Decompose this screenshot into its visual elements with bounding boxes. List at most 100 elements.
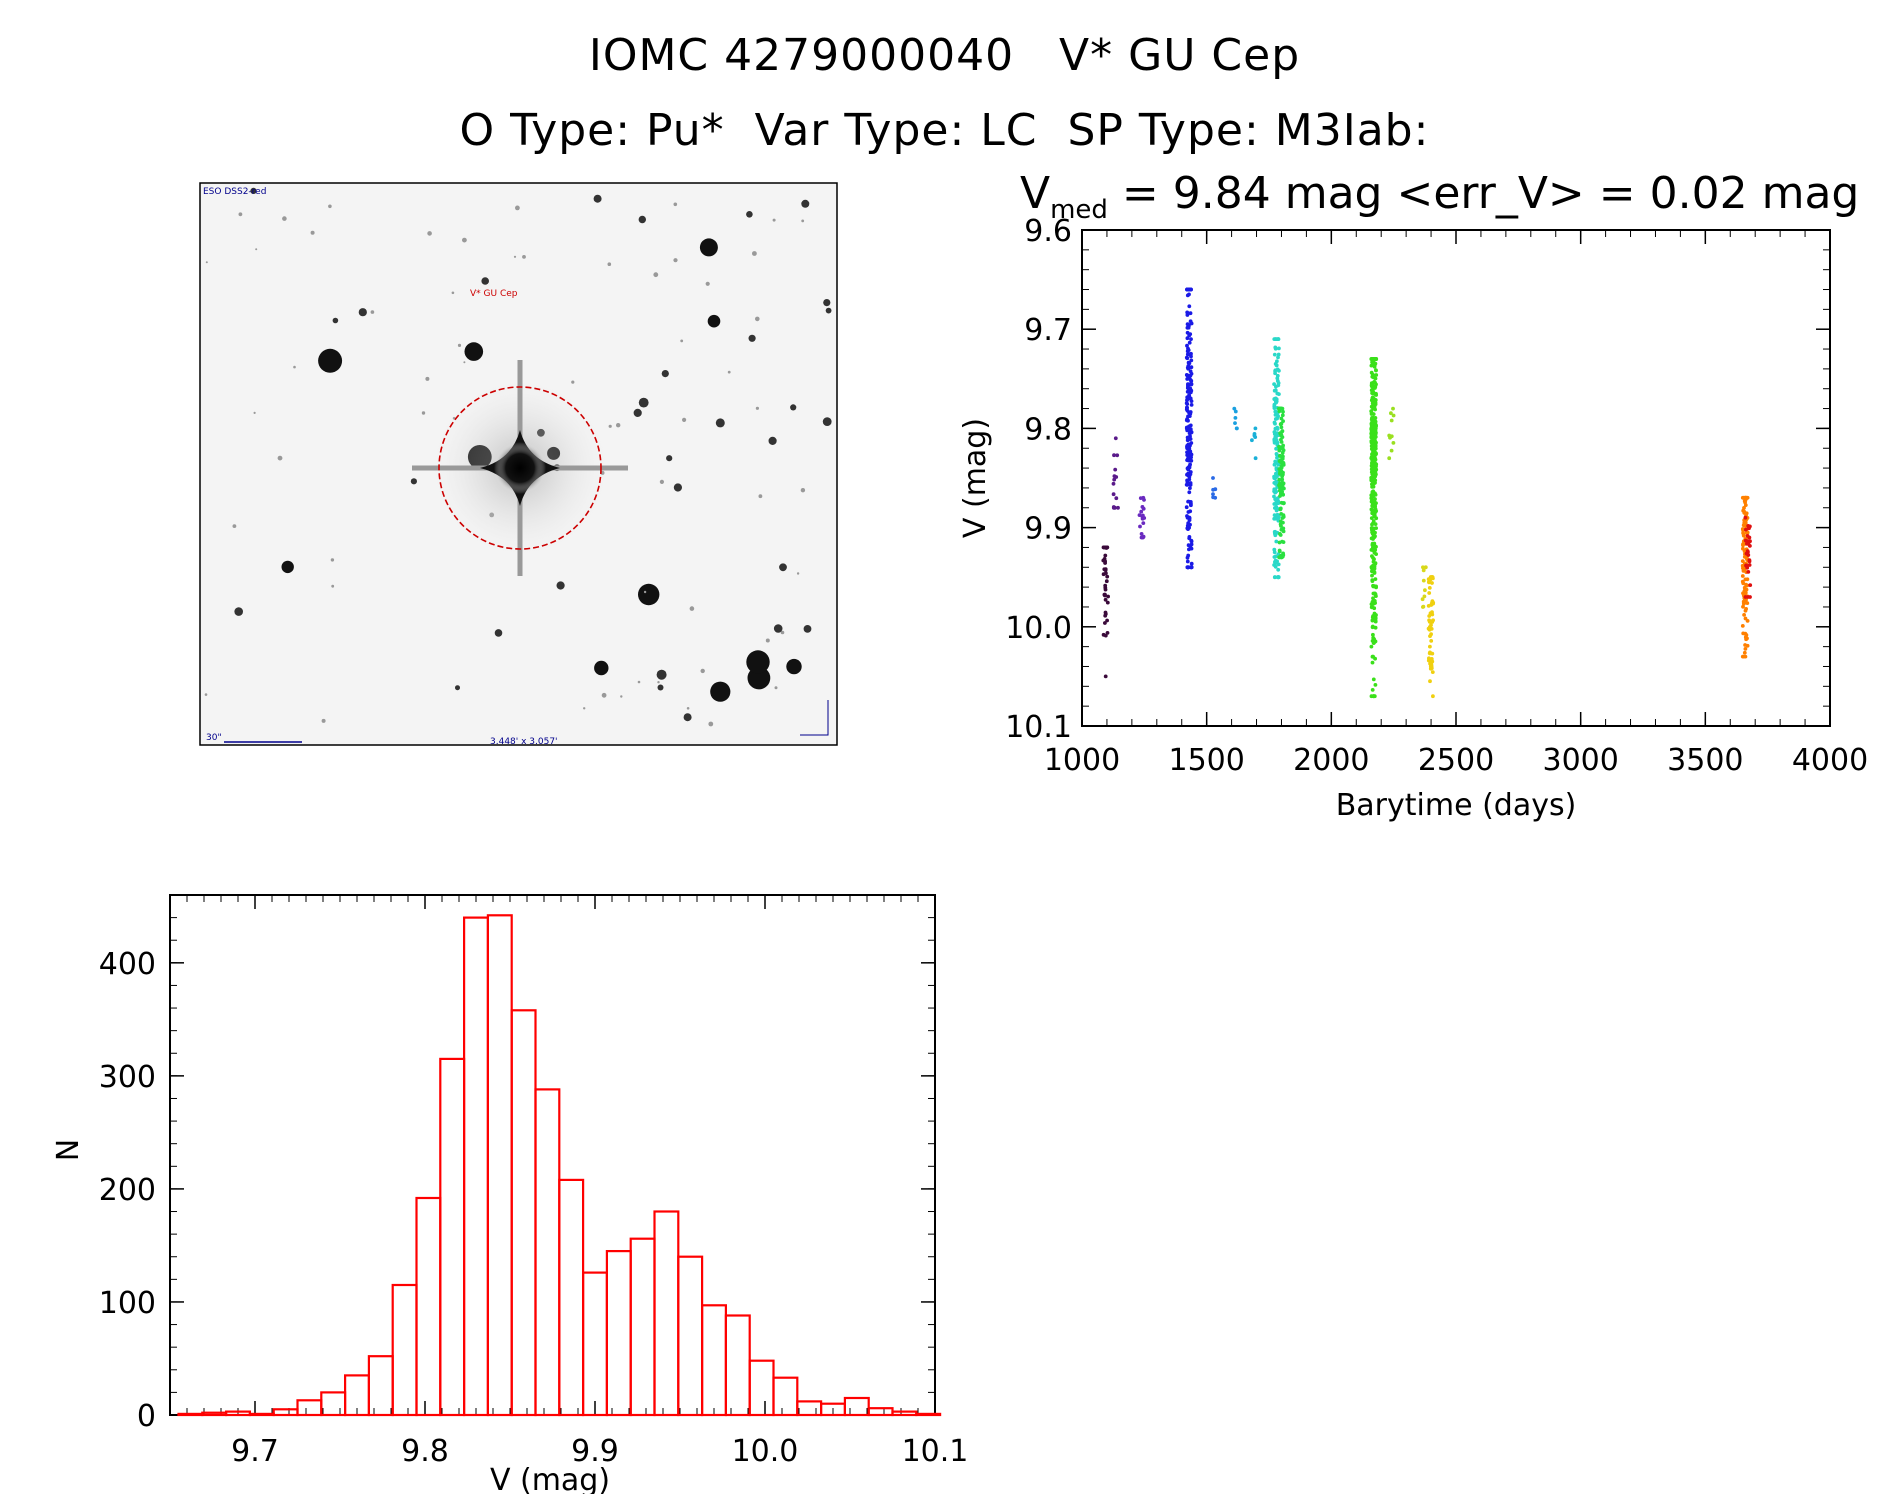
star	[707, 314, 721, 328]
lc-point	[1274, 489, 1279, 494]
lc-point	[1370, 531, 1375, 536]
lc-xtick-label: 2000	[1293, 743, 1369, 778]
lc-point	[1373, 444, 1378, 448]
lc-point	[1253, 435, 1258, 439]
lc-point	[1370, 688, 1375, 692]
lc-point	[1370, 548, 1375, 552]
lc-point	[1743, 495, 1748, 500]
star	[593, 194, 602, 203]
lc-point	[1372, 433, 1376, 438]
star	[633, 408, 642, 417]
star	[427, 231, 432, 236]
lc-point	[1213, 487, 1218, 492]
lc-point	[1370, 660, 1375, 665]
lc-point	[1186, 366, 1191, 371]
star	[255, 248, 258, 251]
star	[462, 237, 467, 243]
histogram-panel: 9.7 9.8 9.9 10.0 10.1 0 100 200 300 400 V (mag) N	[51, 894, 968, 1494]
star	[250, 187, 257, 194]
lc-point	[1189, 503, 1193, 508]
hist-ytick-label: 100	[99, 1286, 156, 1321]
lc-point	[1186, 453, 1191, 458]
lc-point	[1185, 397, 1190, 402]
lc-point	[1741, 604, 1745, 609]
lc-point	[1279, 416, 1284, 421]
lc-point	[1370, 401, 1375, 406]
lc-xtick-label: 3000	[1542, 743, 1618, 778]
star	[673, 483, 683, 492]
lc-point	[1185, 555, 1190, 560]
lc-point	[1428, 679, 1432, 684]
lc-point	[1371, 429, 1376, 434]
lc-point	[1272, 563, 1276, 567]
hist-ylabel: N	[51, 1139, 86, 1161]
lc-point	[1272, 406, 1277, 410]
lc-point	[1429, 657, 1434, 661]
hist-xtick-label: 9.7	[231, 1434, 279, 1469]
star	[673, 202, 678, 207]
histogram-bar	[463, 916, 490, 1417]
star	[710, 681, 731, 702]
histogram-bar	[415, 1196, 442, 1417]
lc-point	[1275, 359, 1279, 364]
lc-point	[1189, 358, 1194, 363]
star	[774, 686, 778, 690]
hist-ytick-label: 0	[137, 1399, 156, 1434]
lc-point	[1746, 524, 1751, 528]
star	[331, 584, 335, 588]
lc-point	[1372, 416, 1377, 421]
lc-point	[1371, 632, 1375, 637]
lc-point	[1103, 553, 1108, 558]
lc-point	[1253, 426, 1258, 431]
lc-ytick-label: 9.8	[1024, 412, 1072, 447]
lc-point	[1372, 550, 1377, 555]
lc-point	[1745, 530, 1750, 535]
lc-point	[1277, 555, 1282, 560]
chart-title: IOMC 4279000040 V* GU Cep	[588, 30, 1301, 81]
star	[825, 307, 832, 314]
lc-point	[1743, 500, 1747, 505]
lc-point	[1421, 565, 1425, 570]
lc-ytick-label: 10.0	[1005, 611, 1072, 646]
lc-point	[1272, 502, 1277, 506]
lc-point	[1280, 477, 1285, 482]
survey-label: ESO DSS2-red	[203, 187, 266, 197]
hist-xtick-label: 9.8	[401, 1434, 449, 1469]
star	[727, 370, 731, 374]
star	[281, 560, 294, 574]
lc-point	[1743, 520, 1748, 525]
lc-point	[1106, 594, 1110, 599]
lc-point	[1373, 577, 1378, 581]
lc-point	[1371, 361, 1375, 365]
lc-point	[1278, 458, 1283, 463]
lc-point	[1184, 407, 1189, 412]
lc-point	[1370, 541, 1375, 546]
star	[522, 255, 526, 259]
lc-point	[1187, 340, 1192, 345]
histogram-bar	[581, 1271, 608, 1417]
lc-point	[1277, 488, 1282, 493]
light-curve-panel: 1000 1500 2000 2500 3000 3500 4000 9.6 9.7 9.8 9.9…	[958, 214, 1868, 823]
lc-point	[1272, 462, 1277, 467]
lc-point	[1747, 559, 1752, 564]
lc-point	[1278, 533, 1283, 537]
star	[601, 692, 607, 698]
lc-point	[1391, 406, 1395, 411]
star	[746, 211, 753, 218]
lc-point	[1429, 602, 1434, 607]
lc-point	[1745, 583, 1749, 588]
star	[803, 625, 812, 633]
lc-point	[1369, 694, 1374, 699]
lc-point	[1387, 433, 1392, 438]
lc-point	[1371, 405, 1376, 410]
star	[513, 255, 517, 258]
histogram-bar	[367, 1355, 394, 1417]
lc-point	[1371, 677, 1376, 682]
star	[666, 455, 673, 462]
lc-point	[1369, 411, 1374, 415]
star	[451, 291, 455, 295]
lc-point	[1276, 355, 1280, 360]
lc-point	[1279, 527, 1284, 532]
lc-point	[1745, 565, 1750, 570]
lc-point	[1280, 516, 1285, 520]
